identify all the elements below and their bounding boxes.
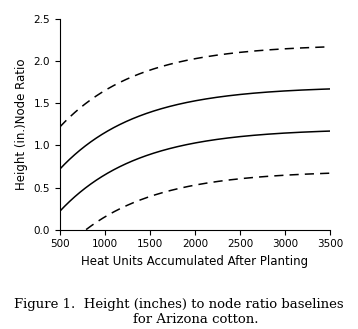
Text: Figure 1.  Height (inches) to node ratio baselines
        for Arizona cotton.: Figure 1. Height (inches) to node ratio … xyxy=(14,298,344,326)
X-axis label: Heat Units Accumulated After Planting: Heat Units Accumulated After Planting xyxy=(81,255,309,268)
Y-axis label: Height (in.)Node Ratio: Height (in.)Node Ratio xyxy=(15,59,28,190)
